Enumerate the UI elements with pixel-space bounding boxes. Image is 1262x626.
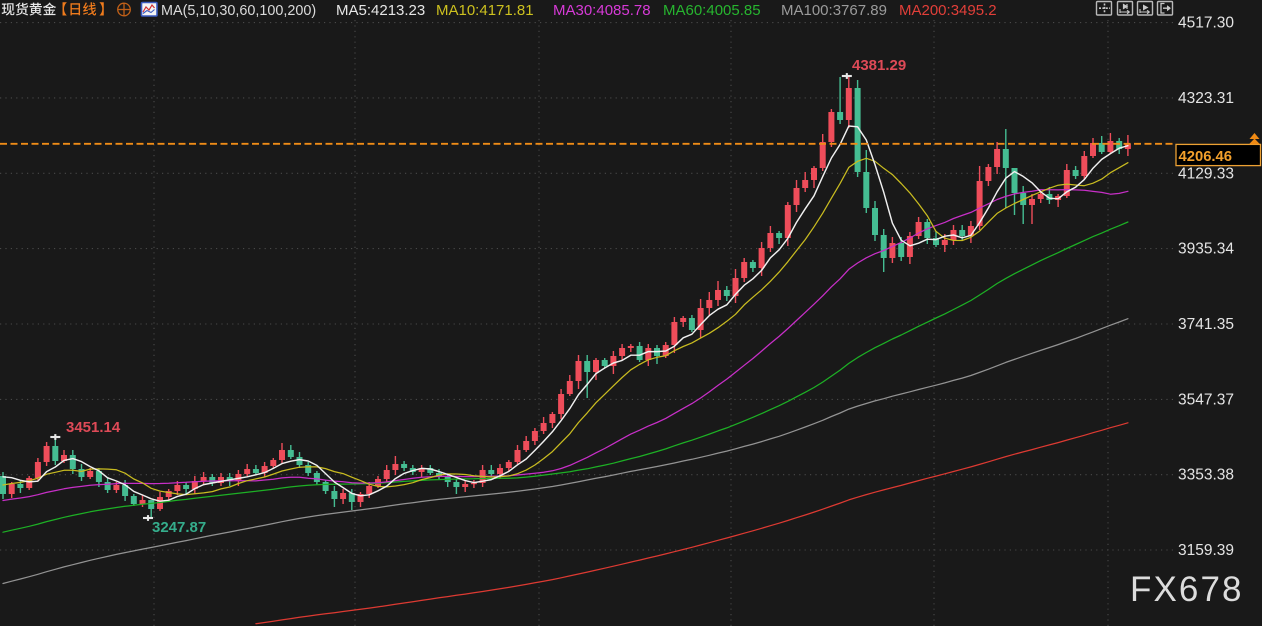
svg-text:MA200:3495.2: MA200:3495.2 (899, 2, 997, 19)
svg-text:3247.87: 3247.87 (152, 519, 206, 536)
svg-text:4206.46: 4206.46 (1179, 149, 1233, 165)
svg-text:3547.37: 3547.37 (1178, 391, 1234, 408)
svg-text:3159.39: 3159.39 (1178, 542, 1234, 559)
svg-text:3451.14: 3451.14 (66, 419, 121, 436)
svg-text:MA5:4213.23: MA5:4213.23 (336, 2, 425, 19)
svg-text:3935.34: 3935.34 (1178, 241, 1234, 258)
svg-text:MA60:4005.85: MA60:4005.85 (663, 2, 761, 19)
svg-text:4323.31: 4323.31 (1178, 90, 1234, 107)
svg-text:MA100:3767.89: MA100:3767.89 (781, 2, 887, 19)
svg-text:FX678: FX678 (1130, 570, 1244, 609)
svg-text:4381.29: 4381.29 (852, 57, 906, 74)
svg-text:MA10:4171.81: MA10:4171.81 (436, 2, 534, 19)
svg-text:4517.30: 4517.30 (1178, 15, 1234, 32)
svg-text:MA30:4085.78: MA30:4085.78 (553, 2, 651, 19)
svg-text:4129.33: 4129.33 (1178, 165, 1234, 182)
svg-text:3353.38: 3353.38 (1178, 467, 1234, 484)
svg-text:MA(5,10,30,60,100,200): MA(5,10,30,60,100,200) (161, 3, 316, 19)
svg-text:3741.35: 3741.35 (1178, 316, 1234, 333)
